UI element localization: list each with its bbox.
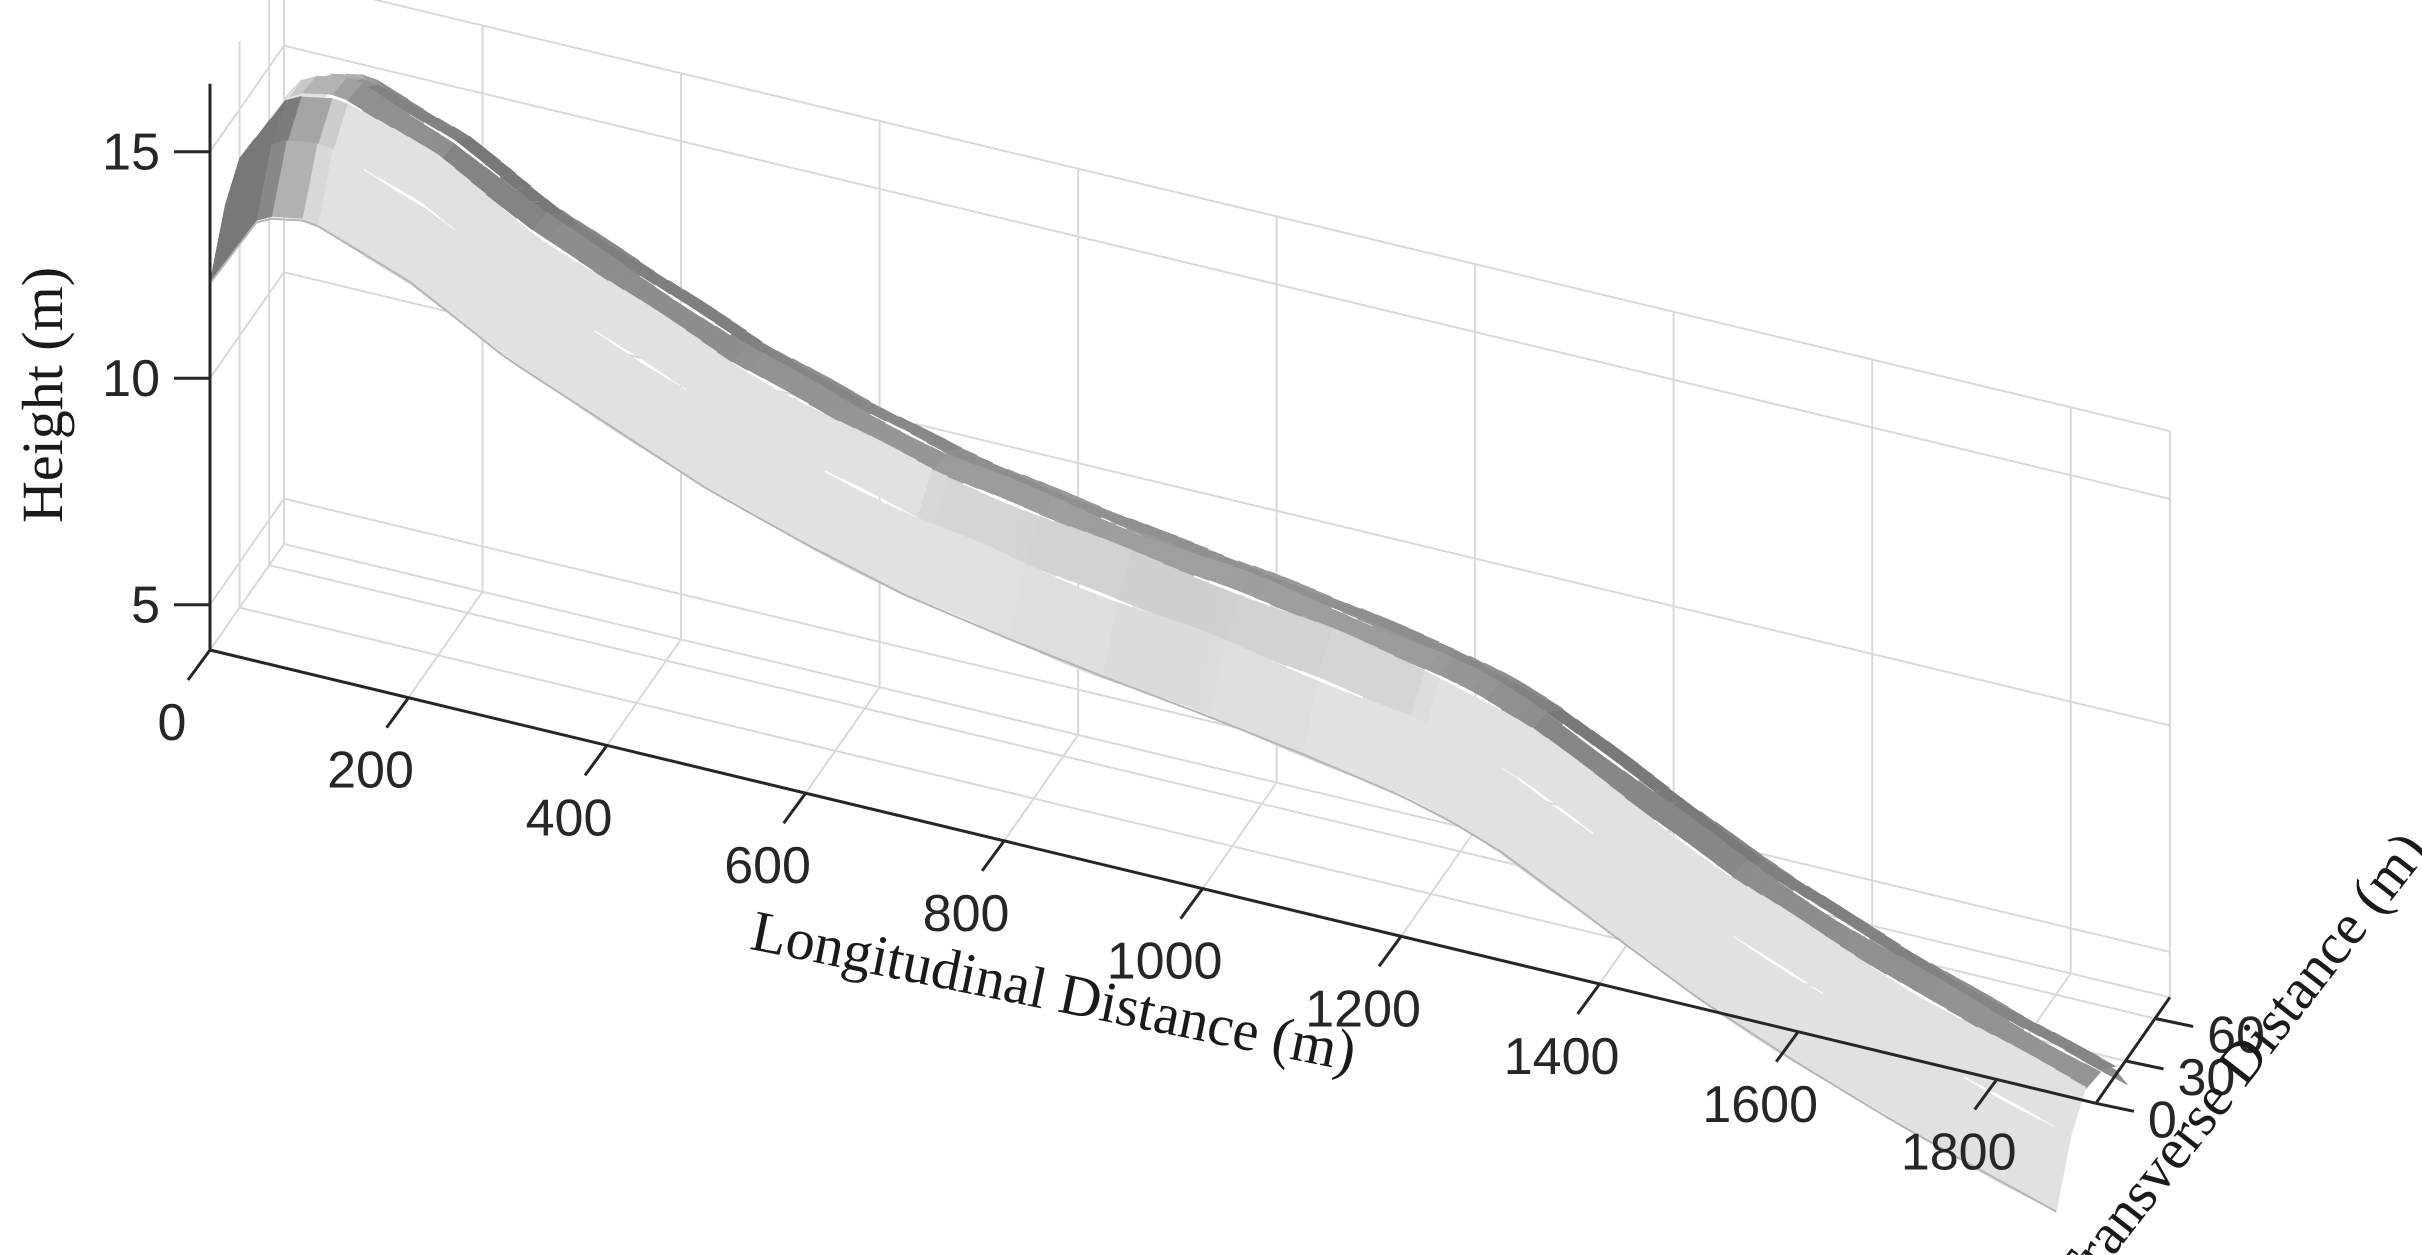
x-tick bbox=[1973, 1078, 1998, 1111]
y-axis-line bbox=[2094, 996, 2172, 1105]
surface-patch bbox=[484, 160, 517, 177]
surface-patch bbox=[1500, 691, 1533, 719]
x-tick bbox=[1377, 935, 1403, 968]
y-tick-label: 0 bbox=[2148, 1091, 2177, 1149]
x-axis-line bbox=[209, 648, 2097, 1105]
surface-patch bbox=[1853, 924, 1886, 939]
back-grid-top bbox=[372, 0, 2171, 433]
side-grid-z-line bbox=[209, 271, 285, 379]
surface-patch bbox=[2084, 1057, 2117, 1070]
x-tick bbox=[583, 744, 609, 777]
y-tick bbox=[2095, 1101, 2135, 1113]
axes bbox=[208, 83, 2172, 1105]
surface-front-edge bbox=[209, 217, 2057, 1213]
surface-patch bbox=[1731, 859, 1763, 887]
x-tick bbox=[186, 649, 212, 681]
surface-patch bbox=[730, 330, 763, 345]
surface-patch bbox=[714, 320, 748, 335]
surface-patch bbox=[945, 448, 979, 459]
x-tick bbox=[1179, 887, 1204, 920]
z-tick-label: 15 bbox=[102, 124, 160, 182]
floor-grid-x-line bbox=[804, 686, 881, 794]
terrain-surface bbox=[209, 73, 2128, 1213]
surface-patch bbox=[1868, 934, 1902, 949]
z-tick-label: 10 bbox=[102, 350, 160, 408]
surface-patch bbox=[1269, 587, 1302, 612]
x-tick-label: 1200 bbox=[1305, 980, 1421, 1038]
floor-grid-x-line bbox=[1003, 734, 1079, 842]
y-axis-label: Transverse Distance (m) bbox=[2039, 819, 2422, 1255]
surface-patch bbox=[362, 93, 394, 121]
x-tick-label: 800 bbox=[923, 885, 1010, 943]
x-tick bbox=[782, 792, 807, 825]
surface-patch bbox=[1638, 776, 1671, 792]
side-grid-z-line bbox=[209, 498, 285, 606]
surface-patch bbox=[284, 75, 318, 98]
floor-grid-x-line bbox=[407, 591, 484, 699]
floor-grid-x-line bbox=[209, 543, 285, 651]
surface-patch bbox=[1962, 1001, 1994, 1029]
x-tick bbox=[1576, 983, 1601, 1015]
y-tick-label: 30 bbox=[2178, 1049, 2236, 1107]
y-tick bbox=[2125, 1059, 2164, 1071]
back-grid bbox=[209, 0, 2171, 998]
x-tick-label: 200 bbox=[327, 742, 414, 800]
x-tick bbox=[980, 840, 1006, 872]
x-tick-label: 600 bbox=[724, 837, 811, 895]
x-tick-label: 0 bbox=[158, 694, 187, 752]
back-grid-z-line bbox=[283, 497, 2171, 953]
x-tick bbox=[385, 696, 410, 729]
x-tick-labels: 0 200 400 600 800 1000 1200 1400 1600 1800 bbox=[158, 649, 2017, 1182]
x-tick bbox=[1774, 1030, 1800, 1063]
floor-grid-x-line bbox=[1201, 782, 1278, 890]
side-grid-z-line bbox=[209, 45, 285, 153]
x-tick-label: 400 bbox=[526, 789, 613, 847]
x-tick-label: 1400 bbox=[1504, 1028, 1620, 1086]
surface-patch bbox=[499, 173, 532, 190]
y-tick bbox=[2154, 1017, 2194, 1028]
surface-patch bbox=[592, 253, 625, 282]
surface-patch bbox=[1406, 634, 1440, 646]
surface-patch bbox=[1038, 497, 1071, 521]
z-axis-label: Height (m) bbox=[10, 267, 75, 523]
x-tick-label: 1800 bbox=[1901, 1124, 2017, 1182]
surface-patch bbox=[808, 386, 840, 414]
x-tick-label: 1000 bbox=[1107, 933, 1223, 991]
floor-grid-x-line bbox=[1400, 829, 1476, 937]
y-tick-label: 60 bbox=[2207, 1007, 2265, 1065]
z-tick-labels: 5 10 15 bbox=[102, 124, 210, 635]
x-axis-label: Longitudinal Distance (m) bbox=[746, 898, 1362, 1084]
surface-patch bbox=[960, 455, 994, 467]
floor-grid-x-line bbox=[606, 638, 682, 746]
back-grid-z-line bbox=[283, 44, 2171, 500]
surface-patch bbox=[1176, 542, 1210, 553]
z-tick-label: 5 bbox=[131, 577, 160, 635]
x-tick-label: 1600 bbox=[1702, 1076, 1818, 1134]
